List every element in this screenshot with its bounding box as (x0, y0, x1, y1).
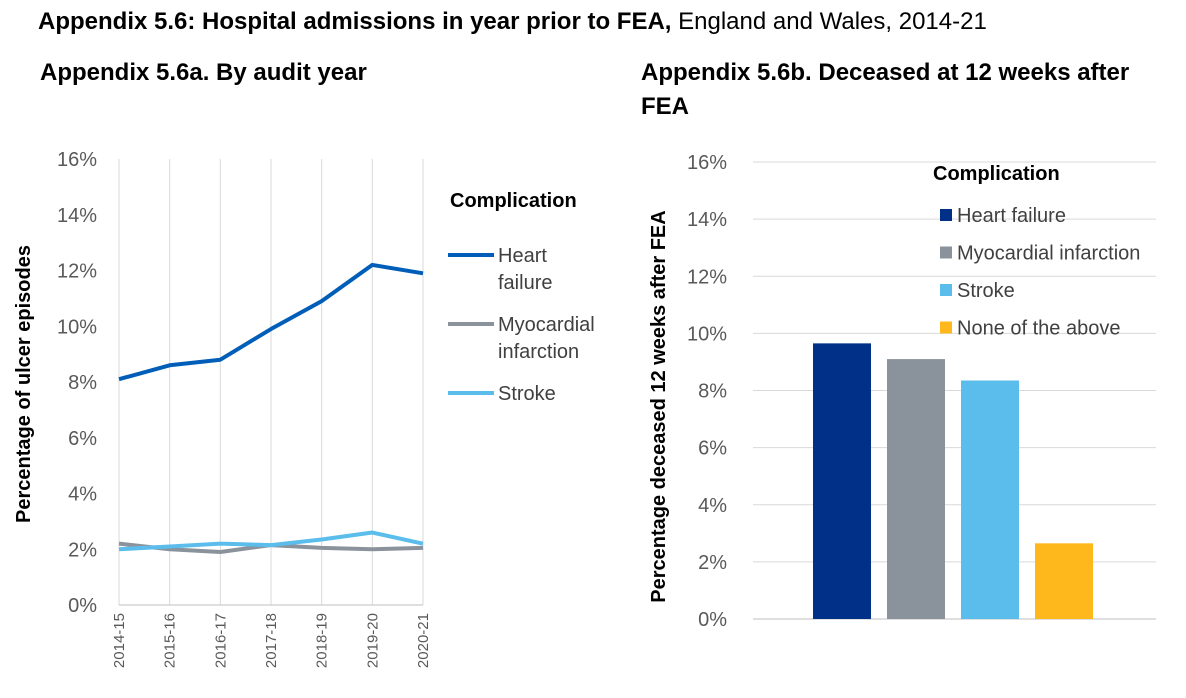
y-axis-title: Percentage deceased 12 weeks after FEA (648, 210, 670, 602)
bar (961, 380, 1019, 619)
legend-title: Complication (450, 190, 577, 212)
bar (813, 343, 871, 619)
y-tick-label: 12% (687, 266, 727, 288)
page-title: Appendix 5.6: Hospital admissions in yea… (38, 8, 987, 36)
y-tick-label: 6% (698, 438, 727, 460)
y-tick-label: 14% (57, 205, 97, 227)
page-title-rest: England and Wales, 2014-21 (671, 8, 987, 35)
y-tick-label: 0% (68, 595, 97, 617)
y-tick-label: 2% (698, 552, 727, 574)
chart-b-title: Appendix 5.6b. Deceased at 12 weeks afte… (641, 59, 1130, 120)
legend-label: Stroke (498, 383, 556, 405)
x-tick-label: 2016-17 (212, 613, 229, 668)
legend-swatch (940, 209, 952, 221)
y-tick-label: 10% (57, 316, 97, 338)
y-tick-label: 10% (687, 323, 727, 345)
legend-label: Heart failure (957, 205, 1066, 227)
y-tick-label: 4% (68, 484, 97, 506)
x-tick-label: 2019-20 (364, 613, 381, 668)
bar (1035, 543, 1093, 619)
legend-swatch (940, 321, 952, 334)
legend-swatch (940, 284, 952, 296)
chart-a-title: Appendix 5.6a. By audit year (40, 59, 367, 86)
y-tick-label: 0% (698, 609, 727, 631)
legend-label: Stroke (957, 280, 1015, 302)
legend-swatch (940, 246, 952, 259)
bar (887, 359, 945, 619)
legend-label: Myocardial (498, 314, 595, 336)
legend-label: None of the above (957, 318, 1120, 340)
y-tick-label: 8% (68, 372, 97, 394)
y-tick-label: 14% (687, 209, 727, 231)
x-tick-label: 2014-15 (111, 613, 128, 668)
y-tick-label: 4% (698, 495, 727, 517)
y-tick-label: 6% (68, 428, 97, 450)
x-tick-label: 2018-19 (314, 613, 331, 668)
y-axis-title: Percentage of ulcer episodes (13, 245, 35, 523)
x-tick-label: 2020-21 (415, 613, 432, 668)
y-tick-label: 8% (698, 381, 727, 403)
legend-label: failure (498, 272, 552, 294)
legend-label: Heart (498, 245, 547, 267)
line-chart: 0% 2% 4% 6% 8% 10% 12% 14% 16% 2014-15 2015-16 2016… (13, 149, 595, 668)
y-tick-label: 16% (57, 149, 97, 171)
legend-label: Myocardial infarction (957, 243, 1140, 265)
legend-title: Complication (933, 163, 1060, 185)
x-tick-label: 2015-16 (162, 613, 179, 668)
legend-label: infarction (498, 341, 579, 363)
y-tick-label: 12% (57, 261, 97, 283)
x-tick-label: 2017-18 (263, 613, 280, 668)
y-tick-label: 16% (687, 152, 727, 174)
page-title-bold: Appendix 5.6: Hospital admissions in yea… (38, 8, 672, 35)
y-tick-label: 2% (68, 539, 97, 561)
